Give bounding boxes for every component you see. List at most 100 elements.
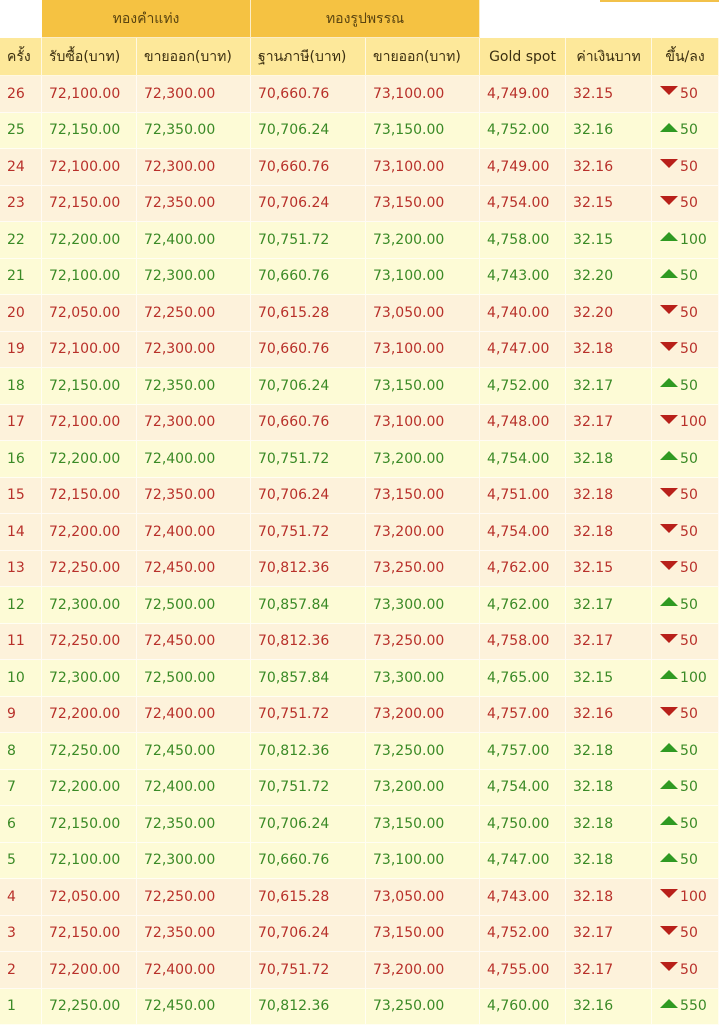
cell-round: 14 (0, 514, 42, 551)
cell-change: 50 (652, 514, 719, 551)
arrow-down-icon (660, 561, 678, 570)
arrow-down-icon (660, 415, 678, 424)
cell-bar-buy: 72,250.00 (42, 551, 137, 588)
cell-gold-spot: 4,757.00 (480, 697, 566, 734)
cell-thb-rate: 32.16 (566, 113, 652, 150)
arrow-down-icon (660, 524, 678, 533)
cell-thb-rate: 32.18 (566, 514, 652, 551)
cell-thb-rate: 32.15 (566, 660, 652, 697)
cell-bar-sell: 72,300.00 (137, 332, 251, 369)
change-value: 50 (680, 925, 698, 941)
cell-round: 8 (0, 733, 42, 770)
cell-round: 12 (0, 587, 42, 624)
cell-gold-spot: 4,762.00 (480, 587, 566, 624)
arrow-down-icon (660, 196, 678, 205)
cell-bar-buy: 72,150.00 (42, 368, 137, 405)
arrow-down-icon (660, 305, 678, 314)
cell-gold-spot: 4,754.00 (480, 514, 566, 551)
cell-ornament-sell: 73,200.00 (366, 952, 480, 989)
cell-gold-spot: 4,758.00 (480, 624, 566, 661)
change-value: 50 (680, 341, 698, 357)
arrow-down-icon (660, 962, 678, 971)
cell-thb-rate: 32.15 (566, 222, 652, 259)
cell-ornament-taxbase: 70,812.36 (251, 624, 366, 661)
cell-ornament-taxbase: 70,706.24 (251, 368, 366, 405)
cell-ornament-sell: 73,200.00 (366, 697, 480, 734)
change-value: 50 (680, 524, 698, 540)
cell-gold-spot: 4,751.00 (480, 478, 566, 515)
change-value: 50 (680, 378, 698, 394)
cell-change: 50 (652, 113, 719, 150)
change-value: 50 (680, 597, 698, 613)
col-header-round: ครั้ง (0, 38, 42, 76)
change-value: 100 (680, 414, 707, 430)
cell-change: 50 (652, 259, 719, 296)
cell-change: 50 (652, 624, 719, 661)
cell-bar-sell: 72,350.00 (137, 916, 251, 953)
cell-ornament-sell: 73,150.00 (366, 478, 480, 515)
cell-ornament-taxbase: 70,751.72 (251, 697, 366, 734)
cell-ornament-taxbase: 70,706.24 (251, 113, 366, 150)
cell-ornament-taxbase: 70,751.72 (251, 952, 366, 989)
arrow-down-icon (660, 707, 678, 716)
cell-bar-sell: 72,400.00 (137, 697, 251, 734)
cell-thb-rate: 32.18 (566, 770, 652, 807)
cell-change: 50 (652, 186, 719, 223)
cell-gold-spot: 4,758.00 (480, 222, 566, 259)
cell-round: 20 (0, 295, 42, 332)
cell-ornament-sell: 73,150.00 (366, 368, 480, 405)
cell-bar-sell: 72,450.00 (137, 551, 251, 588)
change-value: 50 (680, 706, 698, 722)
cell-ornament-taxbase: 70,812.36 (251, 989, 366, 1025)
cell-bar-buy: 72,150.00 (42, 186, 137, 223)
cell-bar-sell: 72,350.00 (137, 478, 251, 515)
arrow-up-icon (660, 269, 678, 278)
cell-change: 100 (652, 879, 719, 916)
cell-change: 50 (652, 733, 719, 770)
cell-ornament-taxbase: 70,706.24 (251, 806, 366, 843)
cell-ornament-taxbase: 70,812.36 (251, 551, 366, 588)
cell-ornament-sell: 73,250.00 (366, 989, 480, 1025)
cell-round: 5 (0, 843, 42, 880)
arrow-down-icon (660, 342, 678, 351)
cell-gold-spot: 4,752.00 (480, 916, 566, 953)
change-value: 50 (680, 305, 698, 321)
cell-bar-buy: 72,300.00 (42, 660, 137, 697)
cell-thb-rate: 32.18 (566, 806, 652, 843)
cell-bar-sell: 72,300.00 (137, 149, 251, 186)
col-header-change: ขึ้น/ลง (652, 38, 719, 76)
cell-ornament-sell: 73,100.00 (366, 843, 480, 880)
cell-round: 9 (0, 697, 42, 734)
cell-thb-rate: 32.17 (566, 952, 652, 989)
cell-ornament-sell: 73,250.00 (366, 733, 480, 770)
cell-ornament-sell: 73,200.00 (366, 514, 480, 551)
cell-bar-buy: 72,100.00 (42, 76, 137, 113)
cell-bar-sell: 72,400.00 (137, 770, 251, 807)
arrow-up-icon (660, 597, 678, 606)
cell-gold-spot: 4,740.00 (480, 295, 566, 332)
cell-change: 50 (652, 441, 719, 478)
cell-bar-buy: 72,200.00 (42, 514, 137, 551)
cell-bar-sell: 72,350.00 (137, 368, 251, 405)
change-value: 100 (680, 670, 707, 686)
cell-thb-rate: 32.17 (566, 916, 652, 953)
group-spacer (0, 0, 42, 38)
cell-ornament-taxbase: 70,706.24 (251, 916, 366, 953)
col-header-ornament-sell: ขายออก(บาท) (366, 38, 480, 76)
cell-ornament-sell: 73,050.00 (366, 295, 480, 332)
cell-thb-rate: 32.15 (566, 76, 652, 113)
col-header-ornament-taxbase: ฐานภาษี(บาท) (251, 38, 366, 76)
cell-gold-spot: 4,752.00 (480, 368, 566, 405)
arrow-down-icon (660, 488, 678, 497)
cell-thb-rate: 32.16 (566, 149, 652, 186)
